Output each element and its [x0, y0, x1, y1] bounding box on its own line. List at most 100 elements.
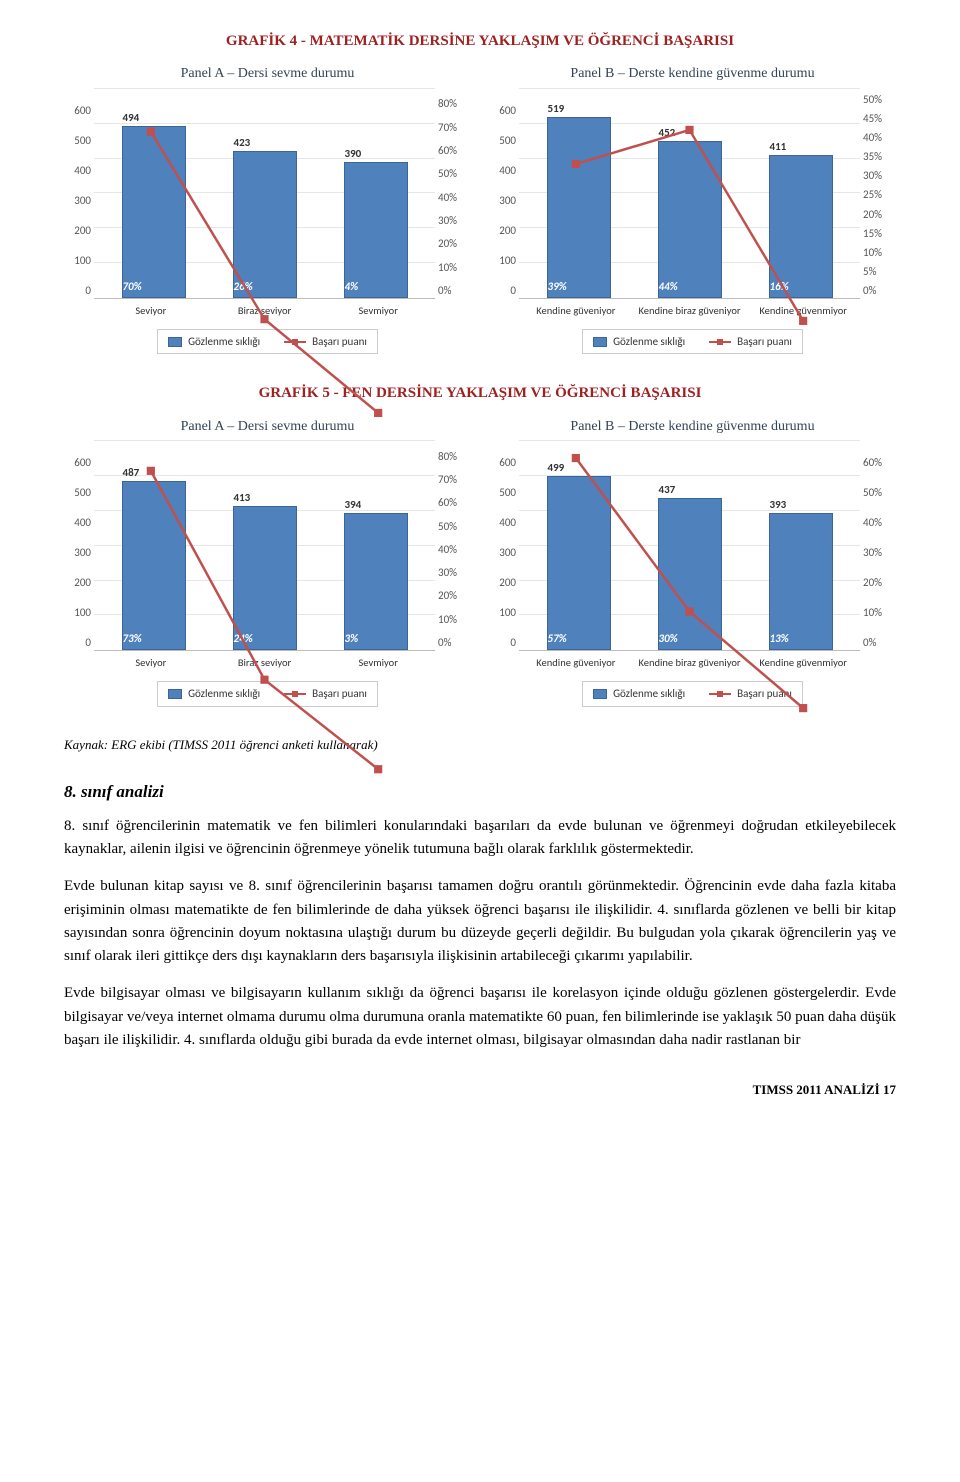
bar-value-label: 519 — [548, 100, 565, 117]
grafik5-title: GRAFİK 5 - FEN DERSİNE YAKLAŞIM VE ÖĞREN… — [64, 382, 896, 405]
grafik5-panelB: Panel B – Derste kendine güvenme durumu 0… — [489, 416, 896, 707]
category-label: Biraz seviyor — [208, 303, 322, 319]
y2-tick: 30% — [435, 558, 457, 581]
bar: 42326% — [233, 151, 297, 298]
bar-value-label: 437 — [659, 481, 676, 498]
y2-tick: 30% — [860, 165, 882, 184]
bar-value-label: 452 — [659, 124, 676, 141]
y2-tick: 50% — [435, 511, 457, 534]
y-tick: 400 — [499, 149, 519, 179]
panel-title: Panel A – Dersi sevme durumu — [64, 416, 471, 438]
y2-tick: 60% — [435, 488, 457, 511]
y-tick: 0 — [510, 269, 519, 299]
y2-tick: 60% — [435, 136, 457, 159]
y2-tick: 45% — [860, 108, 882, 127]
y-tick: 0 — [85, 621, 94, 651]
y2-tick: 35% — [860, 146, 882, 165]
panel-title: Panel B – Derste kendine güvenme durumu — [489, 416, 896, 438]
y2-tick: 40% — [435, 182, 457, 205]
bar-item: 413 24% — [209, 441, 320, 650]
y2-tick: 40% — [435, 535, 457, 558]
bar-percent-label: 39% — [548, 278, 567, 295]
bar-value-label: 413 — [234, 489, 251, 506]
bar-item: 39313% — [745, 441, 856, 650]
legend-line: Başarı puanı — [284, 333, 367, 350]
y-tick: 600 — [74, 89, 94, 119]
y-tick: 300 — [74, 179, 94, 209]
bar-percent-label: 16% — [770, 278, 789, 295]
bar-item: 48773% — [98, 441, 209, 650]
y-tick: 100 — [74, 591, 94, 621]
y2-tick: 10% — [435, 605, 457, 628]
bar-percent-label: 3% — [345, 630, 359, 647]
chart: 010020030040050060048773%41324%3943%0%10… — [64, 441, 471, 651]
y2-tick: 30% — [860, 531, 882, 561]
y-tick: 300 — [499, 531, 519, 561]
source-caption: Kaynak: ERG ekibi (TIMSS 2011 öğrenci an… — [64, 735, 896, 755]
legend: Gözlenme sıklığı Başarı puanı — [157, 681, 378, 706]
category-label: Sevmiyor — [321, 655, 435, 671]
y-tick: 600 — [499, 441, 519, 471]
heading-8sinif: 8. sınıf analizi — [64, 779, 896, 805]
chart: 010020030040050060051939%45244%41116%0%5… — [489, 89, 896, 299]
bar-item: 42326% — [209, 89, 320, 298]
category-label: Kendine güvenmiyor — [746, 655, 860, 671]
legend-line: Başarı puanı — [284, 685, 367, 702]
bar: 51939% — [547, 117, 611, 298]
y-tick: 100 — [499, 239, 519, 269]
y2-tick: 0% — [860, 621, 876, 651]
y2-tick: 20% — [860, 203, 882, 222]
paragraph: 8. sınıf öğrencilerinin matematik ve fen… — [64, 815, 896, 862]
y-tick: 0 — [510, 621, 519, 651]
y2-tick: 30% — [435, 206, 457, 229]
category-label: Sevmiyor — [321, 303, 435, 319]
y2-tick: 70% — [435, 465, 457, 488]
grafik5-panels: Panel A – Dersi sevme durumu010020030040… — [64, 416, 896, 707]
bar: 41116% — [769, 155, 833, 298]
y2-tick: 10% — [860, 591, 882, 621]
page-footer: TIMSS 2011 ANALİZİ 17 — [64, 1080, 896, 1100]
grafik4-panelB: Panel B – Derste kendine güvenme durumu0… — [489, 63, 896, 354]
bar-percent-label: 13% — [770, 630, 789, 647]
legend-bar: Gözlenme sıklığı — [168, 333, 260, 350]
bar-percent-label: 57% — [548, 630, 567, 647]
bar-value-label: 487 — [123, 464, 140, 481]
y2-tick: 40% — [860, 127, 882, 146]
chart: 010020030040050060049470%42326%3904%0%10… — [64, 89, 471, 299]
y2-tick: 0% — [435, 276, 451, 299]
category-label: Kendine güveniyor — [519, 655, 633, 671]
legend-line: Başarı puanı — [709, 333, 792, 350]
y2-tick: 40% — [860, 501, 882, 531]
y2-tick: 80% — [435, 441, 457, 464]
y-tick: 600 — [74, 441, 94, 471]
paragraph: Evde bilgisayar olması ve bilgisayarın k… — [64, 982, 896, 1052]
category-label: Kendine biraz güveniyor — [633, 303, 747, 319]
grafik5-panelA: Panel A – Dersi sevme durumu010020030040… — [64, 416, 471, 707]
legend: Gözlenme sıklığı Başarı puanı — [157, 329, 378, 354]
y2-tick: 20% — [860, 561, 882, 591]
bar-item: 3904% — [320, 89, 431, 298]
category-label: Kendine güveniyor — [519, 303, 633, 319]
y-tick: 500 — [74, 471, 94, 501]
bar-value-label: 423 — [234, 134, 251, 151]
legend-bar: Gözlenme sıklığı — [168, 685, 260, 702]
grafik4-panelA: Panel A – Dersi sevme durumu010020030040… — [64, 63, 471, 354]
y-tick: 300 — [74, 531, 94, 561]
bar-percent-label: 44% — [659, 278, 678, 295]
y2-tick: 70% — [435, 112, 457, 135]
bar-value-label: 390 — [345, 145, 362, 162]
legend-line: Başarı puanı — [709, 685, 792, 702]
y2-tick: 10% — [860, 242, 882, 261]
legend: Gözlenme sıklığıBaşarı puanı — [582, 681, 803, 706]
bar-percent-label: 24% — [234, 630, 253, 647]
bar-value-label: 494 — [123, 109, 140, 126]
y2-tick: 60% — [860, 441, 882, 471]
y2-tick: 5% — [860, 261, 876, 280]
bar-value-label: 499 — [548, 459, 565, 476]
y-tick: 500 — [74, 119, 94, 149]
bar-item: 49470% — [98, 89, 209, 298]
bar: 3943% — [344, 513, 408, 650]
bar-percent-label: 30% — [659, 630, 678, 647]
y-tick: 500 — [499, 119, 519, 149]
y2-tick: 50% — [435, 159, 457, 182]
